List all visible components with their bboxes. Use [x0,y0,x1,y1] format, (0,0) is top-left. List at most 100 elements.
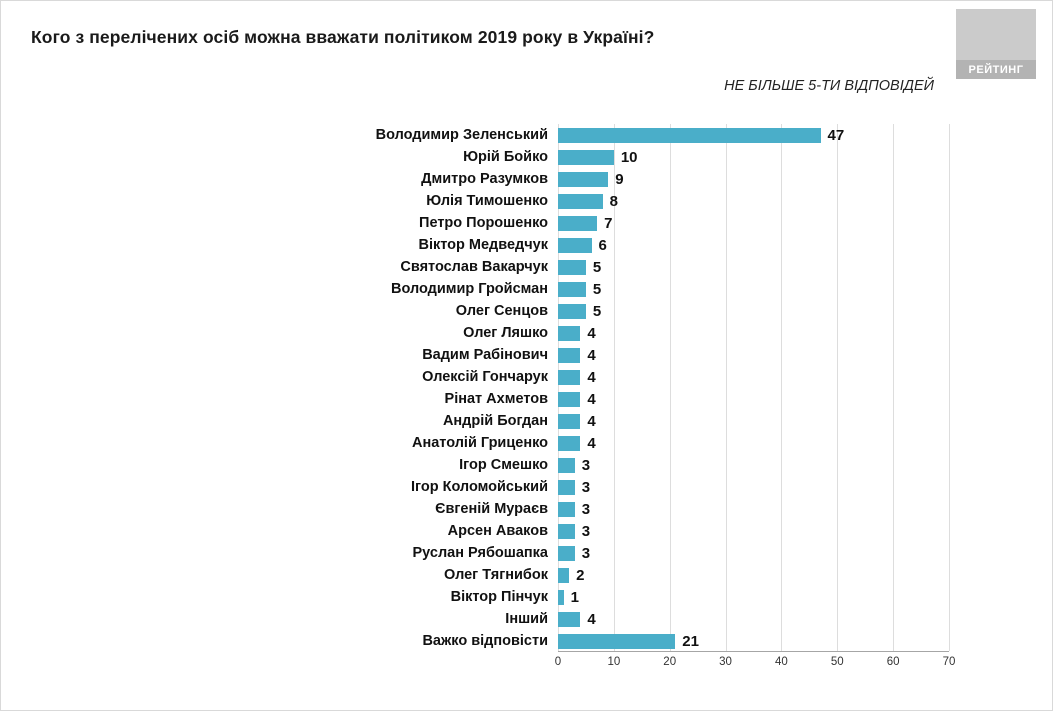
chart-row: Євгеній Мураєв 3 [31,498,1052,520]
bar [558,193,603,209]
bar-chart: Володимир Зеленський 47 Юрій Бойко 10 Дмитро… [31,124,1052,672]
rating-group-logo: РЕЙТИНГ [956,9,1036,79]
chart-subtitle: НЕ БІЛЬШЕ 5-ТИ ВІДПОВІДЕЙ [724,78,934,94]
category-label: Юрій Бойко [463,149,548,165]
chart-row: Андрій Богдан 4 [31,410,1052,432]
bar-track: 4 [558,611,949,628]
value-label: 3 [581,522,591,540]
bar [558,369,581,385]
chart-row: Юлія Тимошенко 8 [31,190,1052,212]
bar-track: 4 [558,412,949,430]
bar-track: 5 [558,281,949,298]
x-tick-label: 60 [886,656,900,668]
bar-track: 5 [558,259,949,276]
bar-track: 3 [558,545,949,562]
gridline [558,124,559,651]
category-label: Андрій Богдан [442,413,548,429]
category-label: Дмитро Разумков [421,171,548,187]
category-label: Олег Сенцов [455,303,548,319]
category-label: Володимир Зеленський [375,127,548,143]
value-label: 4 [587,412,596,430]
bar [558,457,575,473]
bar [558,281,586,297]
bar-track: 3 [558,456,949,474]
bar [558,303,586,319]
bar [558,501,575,517]
category-label: Олег Ляшко [463,325,548,341]
value-label: 4 [587,368,596,386]
category-label: Інший [505,611,548,627]
category-label: Ігор Коломойський [410,479,548,495]
value-label: 8 [609,192,619,210]
value-label: 7 [604,214,613,232]
bar [558,413,581,429]
bar-track: 4 [558,324,949,342]
bar-track: 4 [558,368,949,386]
gridline [949,124,950,651]
value-label: 4 [587,324,596,342]
bar-track: 4 [558,391,949,408]
value-label: 4 [587,346,596,364]
x-tick-label: 30 [719,656,732,668]
value-label: 3 [581,456,591,474]
gridline [781,124,783,651]
chart-row: Володимир Гройсман 5 [31,278,1052,300]
chart-row: Важко відповісти 21 [31,630,1052,652]
bar-track: 9 [558,170,949,188]
gridline [669,124,671,651]
bar-track: 7 [558,214,949,232]
bar [558,479,575,495]
bar-track: 4 [558,434,949,452]
bar-track: 4 [558,346,949,364]
category-label: Арсен Аваков [447,523,548,539]
chart-row: Святослав Вакарчук 5 [31,256,1052,278]
gridline [613,124,615,651]
bar-track: 1 [558,589,949,606]
value-label: 3 [581,500,591,518]
category-label: Ігор Смешко [459,457,548,473]
bar-track: 2 [558,566,949,584]
bar [558,435,581,451]
bar [558,127,821,143]
bar [558,149,614,165]
chart-row: Рінат Ахметов 4 [31,388,1052,410]
gridline [725,124,727,651]
category-label: Петро Порошенко [419,215,548,231]
category-label: Олексій Гончарук [422,369,548,385]
bar [558,567,570,583]
category-label: Святослав Вакарчук [400,259,548,275]
chart-gridlines [558,124,950,652]
value-label: 9 [615,170,624,188]
chart-row: Олег Ляшко 4 [31,322,1052,344]
value-label: 4 [587,434,596,452]
chart-row: Віктор Медведчук 6 [31,234,1052,256]
bar [558,215,598,231]
rating-logo-label: РЕЙТИНГ [956,60,1036,79]
chart-rows: Володимир Зеленський 47 Юрій Бойко 10 Дмитро… [31,124,1052,652]
chart-row: Олег Тягнибок 2 [31,564,1052,586]
gridline [837,124,839,651]
bar-track: 3 [558,500,949,518]
chart-row: Руслан Рябошапка 3 [31,542,1052,564]
chart-row: Олексій Гончарук 4 [31,366,1052,388]
bar [558,325,581,341]
bar [558,633,676,649]
category-label: Володимир Гройсман [390,281,548,297]
x-tick-label: 50 [830,656,844,668]
bar-track: 5 [558,303,949,320]
bar [558,523,575,539]
bar-track: 8 [558,192,949,210]
category-label: Вадим Рабінович [422,347,548,363]
value-label: 6 [598,236,607,254]
bar-track: 3 [558,522,949,540]
category-label: Віктор Медведчук [418,237,549,253]
bar-track: 10 [558,149,949,166]
bar [558,259,586,275]
value-label: 2 [576,566,585,584]
bar [558,171,609,187]
chart-row: Володимир Зеленський 47 [31,124,1052,146]
bar [558,391,581,407]
category-label: Анатолій Гриценко [412,435,548,451]
x-tick-label: 20 [663,656,677,668]
category-label: Євгеній Мураєв [435,501,548,517]
